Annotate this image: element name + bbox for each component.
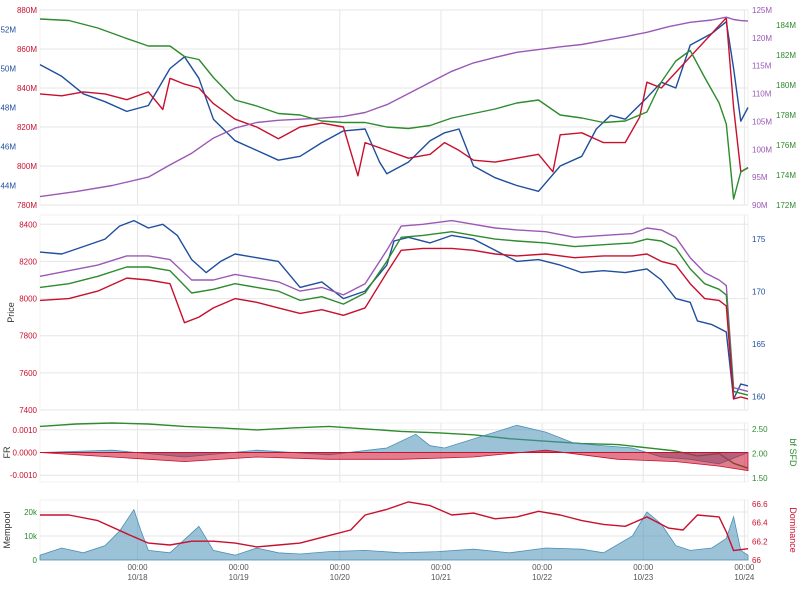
series-line-price-1	[39, 219, 749, 393]
tick-label-volume-right_outer-6: 184M	[776, 21, 796, 30]
tick-label-volume-left_inner-5: 880M	[17, 6, 37, 15]
tick-label-volume-left_inner-3: 840M	[17, 84, 37, 93]
tick-label-volume-left_outer-1: 46M	[0, 143, 16, 152]
tick-label-volume-left_inner-1: 800M	[17, 162, 37, 171]
tick-label-mempool-right-2: 66.4	[752, 519, 768, 528]
tick-label-volume-right_inner-0: 90M	[752, 201, 768, 210]
panel-price-frame	[39, 214, 749, 411]
x-tick-date-2: 10/20	[330, 573, 351, 582]
tick-label-price-right-0: 160	[752, 392, 766, 401]
tick-label-mempool-left-1: 10k	[24, 532, 38, 541]
y-label-right-mempool: Dominance	[788, 507, 798, 553]
tick-label-volume-right_outer-0: 172M	[776, 201, 796, 210]
panel-volume-frame	[39, 9, 749, 206]
tick-label-volume-right_inner-5: 115M	[752, 62, 772, 71]
series-line-mempool-1	[40, 501, 749, 552]
series-line-volume-0	[39, 21, 749, 192]
x-tick-date-1: 10/19	[229, 573, 250, 582]
tick-label-price-left-4: 8200	[19, 257, 37, 266]
y-label-left-funding: FR	[2, 446, 12, 458]
tick-label-mempool-left-2: 20k	[24, 508, 38, 517]
x-tick-time-2: 00:00	[330, 563, 351, 572]
tick-label-volume-right_outer-3: 178M	[776, 111, 796, 120]
y-label-price: Price	[6, 302, 16, 323]
tick-label-price-left-1: 7600	[19, 369, 37, 378]
x-tick-time-0: 00:00	[128, 563, 149, 572]
tick-label-price-left-5: 8400	[19, 220, 37, 229]
tick-label-mempool-right-3: 66.6	[752, 500, 768, 509]
y-label-left-mempool: Mempool	[2, 511, 12, 548]
tick-label-funding-right-2: 2.50	[752, 425, 768, 434]
tick-label-price-left-2: 7800	[19, 332, 37, 341]
x-tick-date-4: 10/22	[532, 573, 553, 582]
tick-label-volume-right_outer-4: 180M	[776, 81, 796, 90]
series-line-volume-3	[39, 18, 749, 200]
tick-label-price-right-3: 175	[752, 235, 766, 244]
x-tick-date-6: 10/24	[734, 573, 755, 582]
tick-label-funding-right-0: 1.50	[752, 474, 768, 483]
x-tick-time-4: 00:00	[532, 563, 553, 572]
tick-label-volume-left_outer-0: 44M	[0, 182, 16, 191]
tick-label-volume-right_outer-2: 176M	[776, 141, 796, 150]
x-tick-time-5: 00:00	[633, 563, 654, 572]
tick-label-price-right-2: 170	[752, 288, 766, 297]
y-label-right-funding: bf SFD	[788, 438, 798, 467]
tick-label-volume-right_inner-1: 95M	[752, 173, 768, 182]
series-line-price-3	[39, 247, 749, 400]
tick-label-volume-right_inner-6: 120M	[752, 34, 772, 43]
x-tick-time-3: 00:00	[431, 563, 452, 572]
tick-label-volume-right_inner-4: 110M	[752, 90, 772, 99]
tick-label-funding-left-0: 0.0010	[13, 426, 38, 435]
tick-label-volume-left_inner-2: 820M	[17, 123, 37, 132]
tick-label-mempool-right-1: 66.2	[752, 537, 768, 546]
x-tick-time-6: 00:00	[734, 563, 755, 572]
x-tick-date-3: 10/21	[431, 573, 452, 582]
tick-label-funding-left-2: -0.0010	[10, 471, 38, 480]
tick-label-volume-left_outer-4: 52M	[0, 26, 16, 35]
tick-label-mempool-left-0: 0	[33, 556, 38, 565]
tick-label-volume-right_outer-1: 174M	[776, 171, 796, 180]
series-line-volume-1	[39, 17, 749, 177]
tick-label-funding-right-1: 2.00	[752, 449, 768, 458]
x-tick-date-5: 10/23	[633, 573, 654, 582]
series-line-price-2	[39, 231, 749, 396]
tick-label-funding-left-1: 0.0000	[13, 449, 38, 458]
tick-label-volume-left_outer-2: 48M	[0, 104, 16, 113]
tick-label-volume-left_inner-0: 780M	[17, 201, 37, 210]
tick-label-volume-left_inner-4: 860M	[17, 45, 37, 54]
tick-label-volume-right_outer-5: 182M	[776, 51, 796, 60]
tick-label-price-left-3: 8000	[19, 295, 37, 304]
tick-label-mempool-right-0: 66	[752, 556, 761, 565]
tick-label-price-right-1: 165	[752, 340, 766, 349]
series-area-funding-2	[39, 449, 749, 472]
tick-label-volume-right_inner-2: 100M	[752, 145, 772, 154]
x-tick-time-1: 00:00	[229, 563, 250, 572]
tick-label-volume-right_inner-3: 105M	[752, 117, 772, 126]
tick-label-volume-right_inner-7: 125M	[752, 6, 772, 15]
tick-label-volume-left_outer-3: 50M	[0, 65, 16, 74]
series-line-volume-2	[39, 16, 749, 198]
x-tick-date-0: 10/18	[128, 573, 149, 582]
series-area-mempool-0	[39, 508, 749, 561]
tick-label-price-left-0: 7400	[19, 406, 37, 415]
